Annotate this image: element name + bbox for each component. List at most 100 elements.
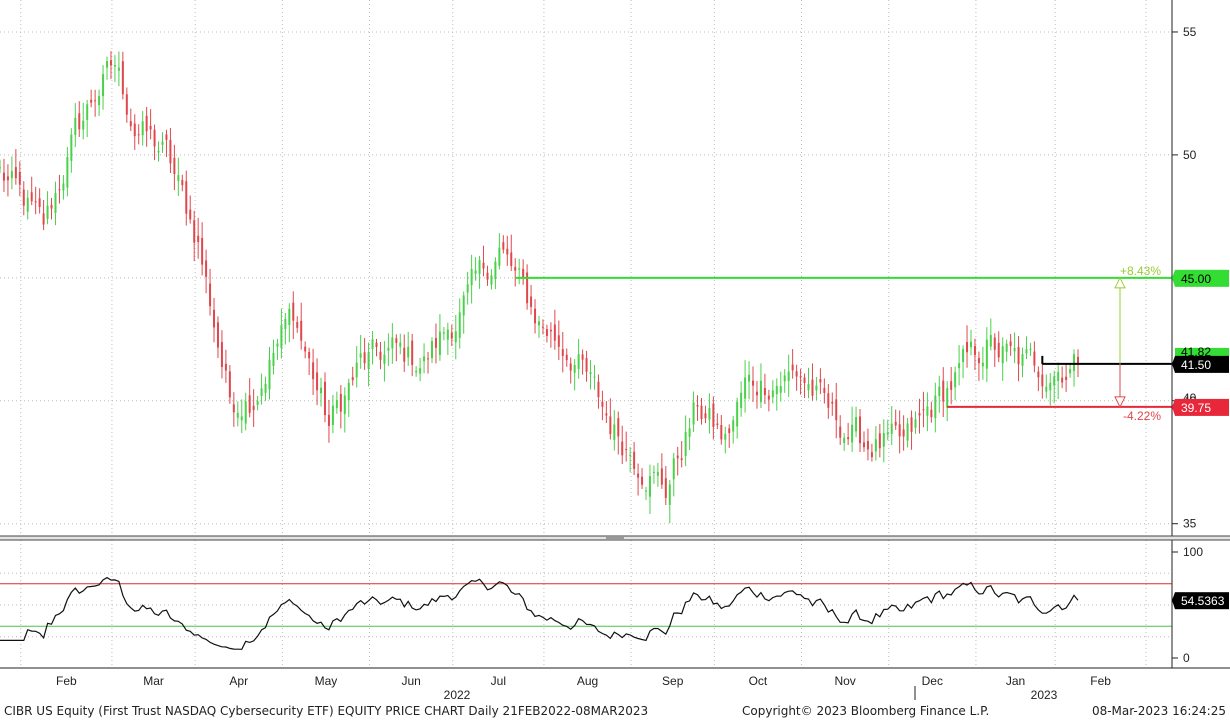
x-month-label: Dec bbox=[922, 674, 943, 688]
x-month-label: Oct bbox=[749, 674, 768, 688]
candle-up bbox=[82, 120, 85, 130]
candle-down bbox=[791, 364, 794, 371]
candle-down bbox=[94, 100, 97, 102]
candle-down bbox=[450, 332, 453, 339]
candle-down bbox=[522, 268, 525, 278]
candle-up bbox=[989, 334, 992, 347]
candle-down bbox=[835, 399, 838, 421]
candle-up bbox=[787, 371, 790, 381]
candle-up bbox=[272, 352, 275, 367]
candle-up bbox=[106, 61, 109, 68]
x-month-label: Aug bbox=[577, 674, 598, 688]
current-price-tag-box bbox=[1175, 355, 1229, 373]
candle-down bbox=[379, 351, 382, 360]
candle-up bbox=[573, 365, 576, 373]
y-tick-label: 50 bbox=[1183, 148, 1197, 162]
rsi-value-tag-label: 54.5363 bbox=[1181, 594, 1225, 608]
candle-up bbox=[66, 157, 69, 188]
candle-down bbox=[894, 421, 897, 426]
x-month-label: Sep bbox=[662, 674, 684, 688]
rsi-y-tick-label: 0 bbox=[1183, 651, 1190, 665]
candle-down bbox=[34, 201, 37, 203]
candle-up bbox=[759, 380, 762, 403]
candle-up bbox=[347, 382, 350, 401]
candle-up bbox=[855, 417, 858, 432]
candle-up bbox=[407, 346, 410, 358]
candle-up bbox=[470, 269, 473, 286]
price-chart: +8.43% -4.22% 55504540351000JanFebMarAprM… bbox=[0, 0, 1230, 700]
candle-down bbox=[1061, 377, 1064, 383]
candle-up bbox=[648, 476, 651, 497]
candle-down bbox=[918, 413, 921, 416]
candle-up bbox=[748, 374, 751, 382]
candle-up bbox=[593, 376, 596, 378]
candle-up bbox=[890, 423, 893, 434]
candle-down bbox=[6, 176, 9, 181]
candle-down bbox=[625, 449, 628, 451]
candle-down bbox=[300, 320, 303, 341]
candle-down bbox=[201, 237, 204, 265]
candle-down bbox=[514, 266, 517, 271]
candle-down bbox=[716, 423, 719, 425]
candle-down bbox=[966, 342, 969, 353]
candle-down bbox=[125, 94, 128, 115]
candle-up bbox=[815, 385, 818, 391]
candle-up bbox=[577, 354, 580, 369]
candle-up bbox=[0, 167, 1, 169]
candle-up bbox=[886, 432, 889, 435]
candle-down bbox=[252, 405, 255, 410]
candle-up bbox=[355, 362, 358, 378]
candle-down bbox=[129, 121, 132, 127]
candle-down bbox=[205, 260, 208, 277]
candle-up bbox=[236, 412, 239, 418]
support-tag-pointer bbox=[1172, 398, 1175, 416]
candle-up bbox=[843, 437, 846, 443]
candle-down bbox=[541, 326, 544, 328]
candle-down bbox=[898, 424, 901, 437]
candle-down bbox=[700, 405, 703, 420]
candle-down bbox=[109, 60, 112, 66]
candle-up bbox=[454, 331, 457, 343]
hidden-tag-box bbox=[1175, 347, 1229, 357]
candle-up bbox=[371, 339, 374, 350]
candle-up bbox=[672, 458, 675, 480]
candle-up bbox=[645, 490, 648, 492]
candle-down bbox=[549, 329, 552, 332]
candle-up bbox=[54, 192, 57, 213]
rsi-value-tag-pointer bbox=[1172, 592, 1175, 610]
candle-down bbox=[728, 428, 731, 434]
candle-down bbox=[213, 309, 216, 328]
candle-down bbox=[973, 346, 976, 356]
x-month-label: Mar bbox=[143, 674, 164, 688]
axes: 55504540351000JanFebMarAprMayJunJulAugSe… bbox=[0, 0, 1230, 700]
candle-up bbox=[684, 432, 687, 456]
current-price-tag-pointer bbox=[1172, 355, 1175, 373]
candle-down bbox=[427, 358, 430, 360]
candle-down bbox=[557, 335, 560, 347]
candle-up bbox=[141, 121, 144, 136]
candle-down bbox=[605, 413, 608, 416]
candle-up bbox=[46, 205, 49, 219]
candle-up bbox=[117, 67, 120, 71]
candle-down bbox=[799, 376, 802, 378]
candle-down bbox=[712, 403, 715, 427]
candle-up bbox=[474, 270, 477, 274]
candle-up bbox=[367, 352, 370, 369]
candle-down bbox=[993, 337, 996, 350]
candle-down bbox=[90, 99, 93, 103]
candle-up bbox=[882, 433, 885, 447]
candle-down bbox=[296, 321, 299, 328]
candle-down bbox=[930, 409, 933, 418]
candle-up bbox=[668, 484, 671, 505]
candle-down bbox=[14, 167, 17, 179]
candle-up bbox=[490, 275, 493, 285]
candle-up bbox=[518, 268, 521, 270]
candle-down bbox=[1077, 356, 1079, 364]
candle-up bbox=[240, 416, 243, 421]
candle-down bbox=[502, 242, 505, 250]
candle-down bbox=[506, 248, 509, 255]
candle-up bbox=[736, 401, 739, 427]
candle-down bbox=[977, 358, 980, 364]
candle-down bbox=[1037, 371, 1040, 378]
hidden-tag-label: 41.82 bbox=[1181, 345, 1211, 359]
